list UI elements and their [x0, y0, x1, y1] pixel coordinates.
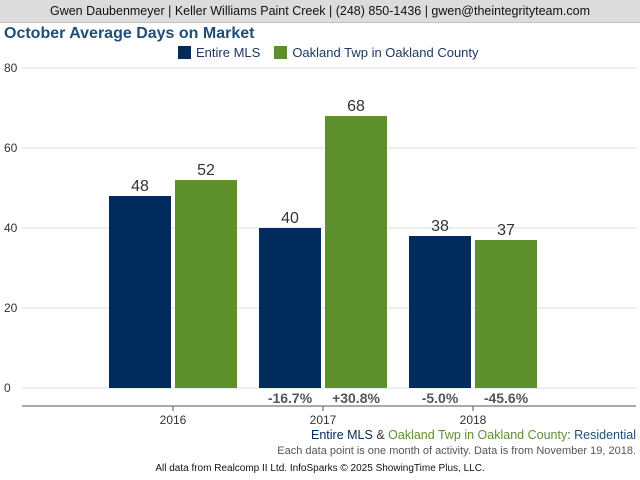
- x-tick-label-2016: 2016: [160, 413, 187, 427]
- legend-swatch-oakland-twp: [274, 46, 288, 59]
- contact-header: Gwen Daubenmeyer | Keller Williams Paint…: [0, 0, 640, 23]
- data-label-entire-mls-2017: 40: [281, 210, 299, 227]
- chart-title: October Average Days on Market: [4, 25, 255, 42]
- x-tick-label-2017: 2017: [310, 413, 337, 427]
- y-tick-label-60: 60: [4, 141, 18, 155]
- bar-oakland-twp-2018: [475, 240, 537, 388]
- footer-credit: All data from Realcomp II Ltd. InfoSpark…: [155, 463, 485, 474]
- change-label-oakland-twp-2017: +30.8%: [332, 390, 380, 406]
- subtitle-series2: Oakland Twp in Oakland County: [388, 428, 568, 442]
- bar-entire-mls-2018: [409, 236, 471, 388]
- legend-item-entire-mls: Entire MLS: [178, 45, 260, 60]
- subtitle-ampersand: &: [376, 428, 385, 442]
- bar-entire-mls-2016: [109, 196, 171, 388]
- data-label-oakland-twp-2017: 68: [347, 98, 365, 115]
- legend: Entire MLS Oakland Twp in Oakland County: [178, 45, 493, 60]
- x-tick-label-2018: 2018: [460, 413, 487, 427]
- data-label-entire-mls-2016: 48: [131, 178, 149, 195]
- bar-entire-mls-2017: [259, 228, 321, 388]
- subtitle-series1: Entire MLS: [311, 428, 373, 442]
- bar-oakland-twp-2017: [325, 116, 387, 388]
- y-tick-label-0: 0: [4, 381, 11, 395]
- legend-swatch-entire-mls: [178, 46, 191, 59]
- data-label-oakland-twp-2016: 52: [197, 162, 215, 179]
- legend-label-entire-mls: Entire MLS: [196, 45, 261, 60]
- data-note: Each data point is one month of activity…: [277, 445, 636, 457]
- change-label-entire-mls-2017: -16.7%: [268, 390, 313, 406]
- chart-subtitle: Entire MLS & Oakland Twp in Oakland Coun…: [311, 428, 636, 442]
- legend-label-oakland-twp: Oakland Twp in Oakland County: [292, 45, 479, 60]
- data-label-entire-mls-2018: 38: [431, 218, 449, 235]
- subtitle-suffix: : Residential: [567, 428, 636, 442]
- y-tick-label-20: 20: [4, 301, 18, 315]
- change-label-oakland-twp-2018: -45.6%: [484, 390, 529, 406]
- y-tick-label-40: 40: [4, 221, 18, 235]
- data-label-oakland-twp-2018: 37: [497, 222, 515, 239]
- contact-text: Gwen Daubenmeyer | Keller Williams Paint…: [49, 4, 591, 18]
- change-label-entire-mls-2018: -5.0%: [422, 390, 459, 406]
- bar-oakland-twp-2016: [175, 180, 237, 388]
- y-tick-label-80: 80: [4, 61, 18, 75]
- legend-item-oakland-twp: Oakland Twp in Oakland County: [274, 45, 479, 60]
